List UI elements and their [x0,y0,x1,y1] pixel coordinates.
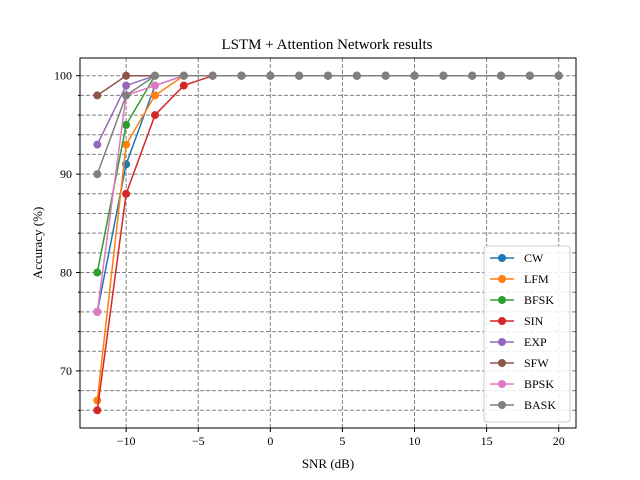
data-point-bask [439,71,448,80]
legend-entry-sin: SIN [490,314,544,328]
legend-entry-bask: BASK [490,398,556,412]
data-point-bask [497,71,506,80]
data-point-bask [525,71,534,80]
legend-marker-exp [498,338,506,346]
x-tick-label: −10 [117,434,136,448]
legend-entry-sfw: SFW [490,356,549,370]
data-point-bask [122,91,131,100]
data-point-bask [179,71,188,80]
data-point-bask [352,71,361,80]
y-axis-title: Accuracy (%) [30,207,45,280]
plot-frame [79,57,577,429]
series-layer [93,71,563,415]
x-tick-label: 20 [553,434,565,448]
data-point-bask [468,71,477,80]
data-point-bfsk [93,268,102,277]
legend-label-sin: SIN [524,314,544,328]
data-point-sin [122,189,131,198]
x-axis-title: SNR (dB) [302,456,354,471]
data-point-lfm [150,91,159,100]
data-point-bask [237,71,246,80]
legend-label-sfw: SFW [524,356,549,370]
legend-label-exp: EXP [524,335,547,349]
series-bask [93,71,563,179]
legend-entry-lfm: LFM [490,272,549,286]
data-point-bask [295,71,304,80]
legend-label-lfm: LFM [524,272,549,286]
legend-label-bfsk: BFSK [524,293,554,307]
data-point-bask [93,170,102,179]
data-point-bpsk [93,307,102,316]
x-tick-label: 15 [481,434,493,448]
data-point-lfm [122,140,131,149]
y-tick-label: 70 [60,364,72,378]
legend-box [483,245,571,423]
data-point-exp [122,81,131,90]
data-point-bask [266,71,275,80]
data-point-sin [93,406,102,415]
legend: CW LFM BFSK SIN EXP SFW BPSK BASK [483,245,571,423]
data-point-exp [93,140,102,149]
ticks: −10 −5 0 5 10 15 20 70 80 90 100 [54,69,565,448]
legend-entry-bfsk: BFSK [490,293,554,307]
data-point-bfsk [122,120,131,129]
series-line-bask [96,74,559,175]
y-tick-label: 90 [60,167,72,181]
legend-marker-sfw [498,359,506,367]
data-point-bask [410,71,419,80]
legend-label-cw: CW [524,251,544,265]
legend-label-bpsk: BPSK [524,377,554,391]
legend-marker-bfsk [498,296,506,304]
legend-marker-bpsk [498,380,506,388]
legend-label-bask: BASK [524,398,556,412]
data-point-bask [554,71,563,80]
x-tick-label: 0 [267,434,273,448]
chart-title: LSTM + Attention Network results [222,37,433,53]
data-point-bpsk [150,81,159,90]
data-point-bask [381,71,390,80]
legend-marker-bask [498,401,506,409]
x-tick-label: 10 [409,434,421,448]
legend-entry-bpsk: BPSK [490,377,554,391]
y-tick-label: 100 [54,69,72,83]
data-point-bask [324,71,332,80]
legend-marker-cw [498,254,506,262]
legend-marker-sin [498,317,506,325]
y-tick-label: 80 [60,266,72,280]
data-point-lfm [93,396,102,405]
legend-entry-exp: EXP [490,335,547,349]
data-point-sfw [93,91,102,100]
data-point-sin [179,81,188,90]
data-point-sfw [122,71,131,80]
x-tick-label: 5 [339,434,345,448]
legend-entry-cw: CW [490,251,544,265]
legend-marker-lfm [498,275,506,283]
data-point-sin [150,111,159,120]
data-point-bask [208,71,217,80]
x-tick-label: −5 [192,434,205,448]
data-point-bask [150,71,159,80]
